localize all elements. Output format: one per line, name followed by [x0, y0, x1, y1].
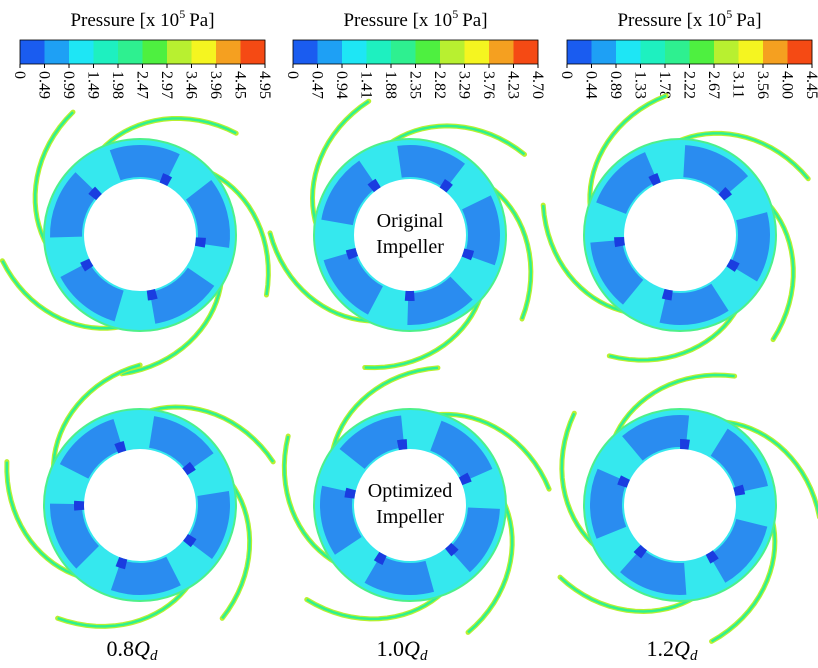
tick-label: 4.00	[779, 71, 796, 99]
colorbar-title: Pressure [x 105 Pa]	[70, 7, 214, 31]
impeller-contour	[270, 101, 531, 367]
tick-label: 0.94	[333, 71, 350, 99]
tick-label: 0	[558, 71, 575, 79]
tick-label: 3.76	[480, 71, 497, 99]
title-unit: Pa]	[462, 10, 487, 31]
blade-tip	[405, 291, 415, 301]
flow-number: 1.2	[647, 636, 675, 661]
color-segment	[616, 40, 641, 64]
title-superscript: 5	[452, 7, 458, 21]
title-unit: Pa]	[189, 10, 214, 31]
tick-label: 2.35	[407, 71, 424, 99]
tick-label: 3.56	[754, 71, 771, 99]
color-segment	[143, 40, 168, 64]
tick-label: 4.70	[529, 71, 546, 99]
colorbar-title: Pressure [x 105 Pa]	[343, 7, 487, 31]
title-text: Pressure [x 10	[343, 10, 452, 31]
flow-number: 0.8	[107, 636, 135, 661]
color-segment	[69, 40, 94, 64]
impeller-contour	[543, 96, 808, 360]
color-segment	[318, 40, 343, 64]
color-segment	[665, 40, 690, 64]
impeller-contour	[560, 375, 818, 641]
color-segment	[714, 40, 739, 64]
color-segment	[641, 40, 666, 64]
color-segment	[763, 40, 788, 64]
color-segment	[416, 40, 441, 64]
column-label: 1.2Qd	[647, 636, 698, 664]
flow-number: 1.0	[377, 636, 405, 661]
color-segment	[192, 40, 217, 64]
flow-symbol: Q	[404, 636, 420, 661]
tick-label: 2.67	[705, 71, 722, 99]
tick-label: 0	[284, 71, 301, 79]
tick-label: 4.45	[803, 71, 818, 99]
color-segment	[94, 40, 119, 64]
title-text: Pressure [x 10	[70, 10, 179, 31]
tick-label: 2.47	[134, 71, 151, 99]
color-segment	[391, 40, 416, 64]
tick-label: 1.49	[85, 71, 102, 99]
tick-label: 0	[11, 71, 28, 79]
column-label: 0.8Qd	[107, 636, 158, 664]
row-label: Impeller	[376, 236, 444, 258]
flow-symbol: Q	[674, 636, 690, 661]
color-segment	[514, 40, 539, 64]
row-label: Optimized	[368, 480, 452, 502]
tick-label: 4.95	[256, 71, 273, 99]
figure: Pressure [x 105Pa]00.490.991.491.982.472…	[0, 0, 818, 668]
color-segment	[167, 40, 192, 64]
tick-label: 1.88	[382, 71, 399, 99]
color-segment	[293, 40, 318, 64]
tick-label: 0.49	[36, 71, 53, 99]
tick-label: 2.82	[431, 71, 448, 99]
colorbar-title: Pressure [x 105 Pa]	[617, 7, 761, 31]
row-label: Impeller	[376, 506, 444, 528]
color-segment	[465, 40, 490, 64]
color-segment	[342, 40, 367, 64]
tick-label: 1.41	[358, 71, 375, 99]
blade-tip	[74, 501, 84, 511]
flow-subscript: d	[150, 648, 158, 664]
row-label: Original	[377, 210, 444, 232]
title-text: Pressure [x 10	[617, 10, 726, 31]
tick-label: 0.44	[583, 71, 600, 99]
tick-label: 4.45	[232, 71, 249, 99]
tick-label: 3.46	[183, 71, 200, 99]
color-segment	[367, 40, 392, 64]
tick-label: 0.89	[607, 71, 624, 99]
color-segment	[690, 40, 715, 64]
flow-subscript: d	[690, 648, 698, 664]
flow-symbol: Q	[134, 636, 150, 661]
color-segment	[45, 40, 70, 64]
tick-label: 0.99	[60, 71, 77, 99]
tick-label: 2.97	[158, 71, 175, 99]
color-segment	[20, 40, 45, 64]
color-segment	[241, 40, 266, 64]
blade-tip	[680, 439, 690, 450]
tick-label: 0.47	[309, 71, 326, 99]
tick-label: 2.22	[681, 71, 698, 99]
color-segment	[440, 40, 465, 64]
color-segment	[739, 40, 764, 64]
tick-label: 3.29	[456, 71, 473, 99]
color-segment	[592, 40, 617, 64]
color-segment	[118, 40, 143, 64]
flow-subscript: d	[420, 648, 428, 664]
impeller-contour	[2, 112, 268, 374]
title-unit: Pa]	[736, 10, 761, 31]
tick-label: 3.11	[730, 71, 747, 98]
color-segment	[788, 40, 813, 64]
color-segment	[216, 40, 241, 64]
tick-label: 4.23	[505, 71, 522, 99]
title-superscript: 5	[179, 7, 185, 21]
title-superscript: 5	[726, 7, 732, 21]
tick-label: 1.33	[632, 71, 649, 99]
color-segment	[567, 40, 592, 64]
color-segment	[489, 40, 514, 64]
column-label: 1.0Qd	[377, 636, 428, 664]
impeller-contour	[7, 365, 273, 626]
tick-label: 1.98	[109, 71, 126, 99]
tick-label: 3.96	[207, 71, 224, 99]
